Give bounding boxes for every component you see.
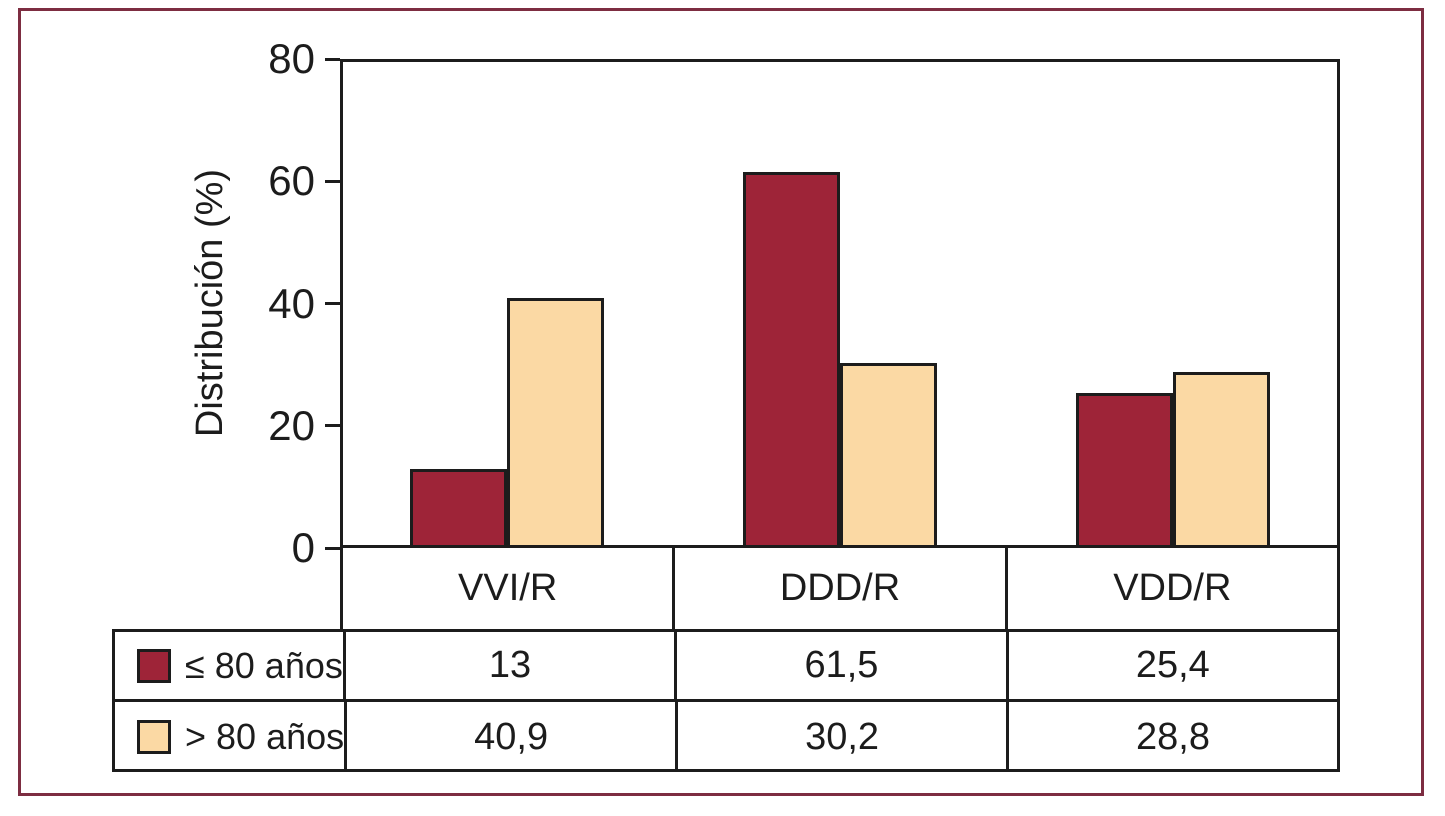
bar-le80-dddr <box>743 172 840 548</box>
value-cell: 13 <box>488 644 532 686</box>
category-label-dddr: DDD/R <box>672 548 1004 629</box>
y-tick-mark <box>325 179 340 183</box>
value-cell: 28,8 <box>1136 715 1210 758</box>
y-tick-mark <box>325 546 340 550</box>
value-cell: 25,4 <box>1135 644 1210 686</box>
bar-le80-vddr <box>1076 392 1174 548</box>
y-tick-label: 0 <box>291 524 315 571</box>
y-tick-label: 20 <box>268 401 315 449</box>
y-tick-mark <box>325 57 340 61</box>
bar-gt80-dddr <box>840 363 937 548</box>
y-tick-label: 80 <box>268 35 315 82</box>
legend-swatch-icon <box>137 720 171 754</box>
bar-gt80-vvir <box>506 297 604 548</box>
value-cell: 30,2 <box>675 702 1010 772</box>
y-tick-label: 60 <box>268 157 315 205</box>
legend-swatch-icon <box>137 648 171 683</box>
legend-label: ≤ 80 años <box>185 644 343 686</box>
value-cell: 61,5 <box>674 632 1009 699</box>
data-table: ≤ 80 años 13 61,5 25,4 > 80 años 40,9 30,2 28,8 <box>112 629 1340 772</box>
y-tick-label: 40 <box>268 279 315 327</box>
y-tick-mark <box>325 424 340 428</box>
y-tick-mark <box>325 302 340 305</box>
bar-gt80-vddr <box>1173 371 1271 548</box>
bar-le80-vvir <box>409 468 507 548</box>
figure-frame <box>18 8 1424 796</box>
value-cell: 40,9 <box>474 715 549 758</box>
category-header-row: VVI/R DDD/R VDD/R <box>340 548 1340 632</box>
category-label-vvir: VVI/R <box>458 567 558 609</box>
legend-label: > 80 años <box>185 716 345 757</box>
legend-cell: > 80 años <box>115 702 348 772</box>
legend-cell: ≤ 80 años <box>115 632 346 699</box>
table-row: ≤ 80 años 13 61,5 25,4 <box>115 632 1337 702</box>
category-label-vddr: VDD/R <box>1004 548 1337 629</box>
table-row: > 80 años 40,9 30,2 28,8 <box>115 702 1337 772</box>
